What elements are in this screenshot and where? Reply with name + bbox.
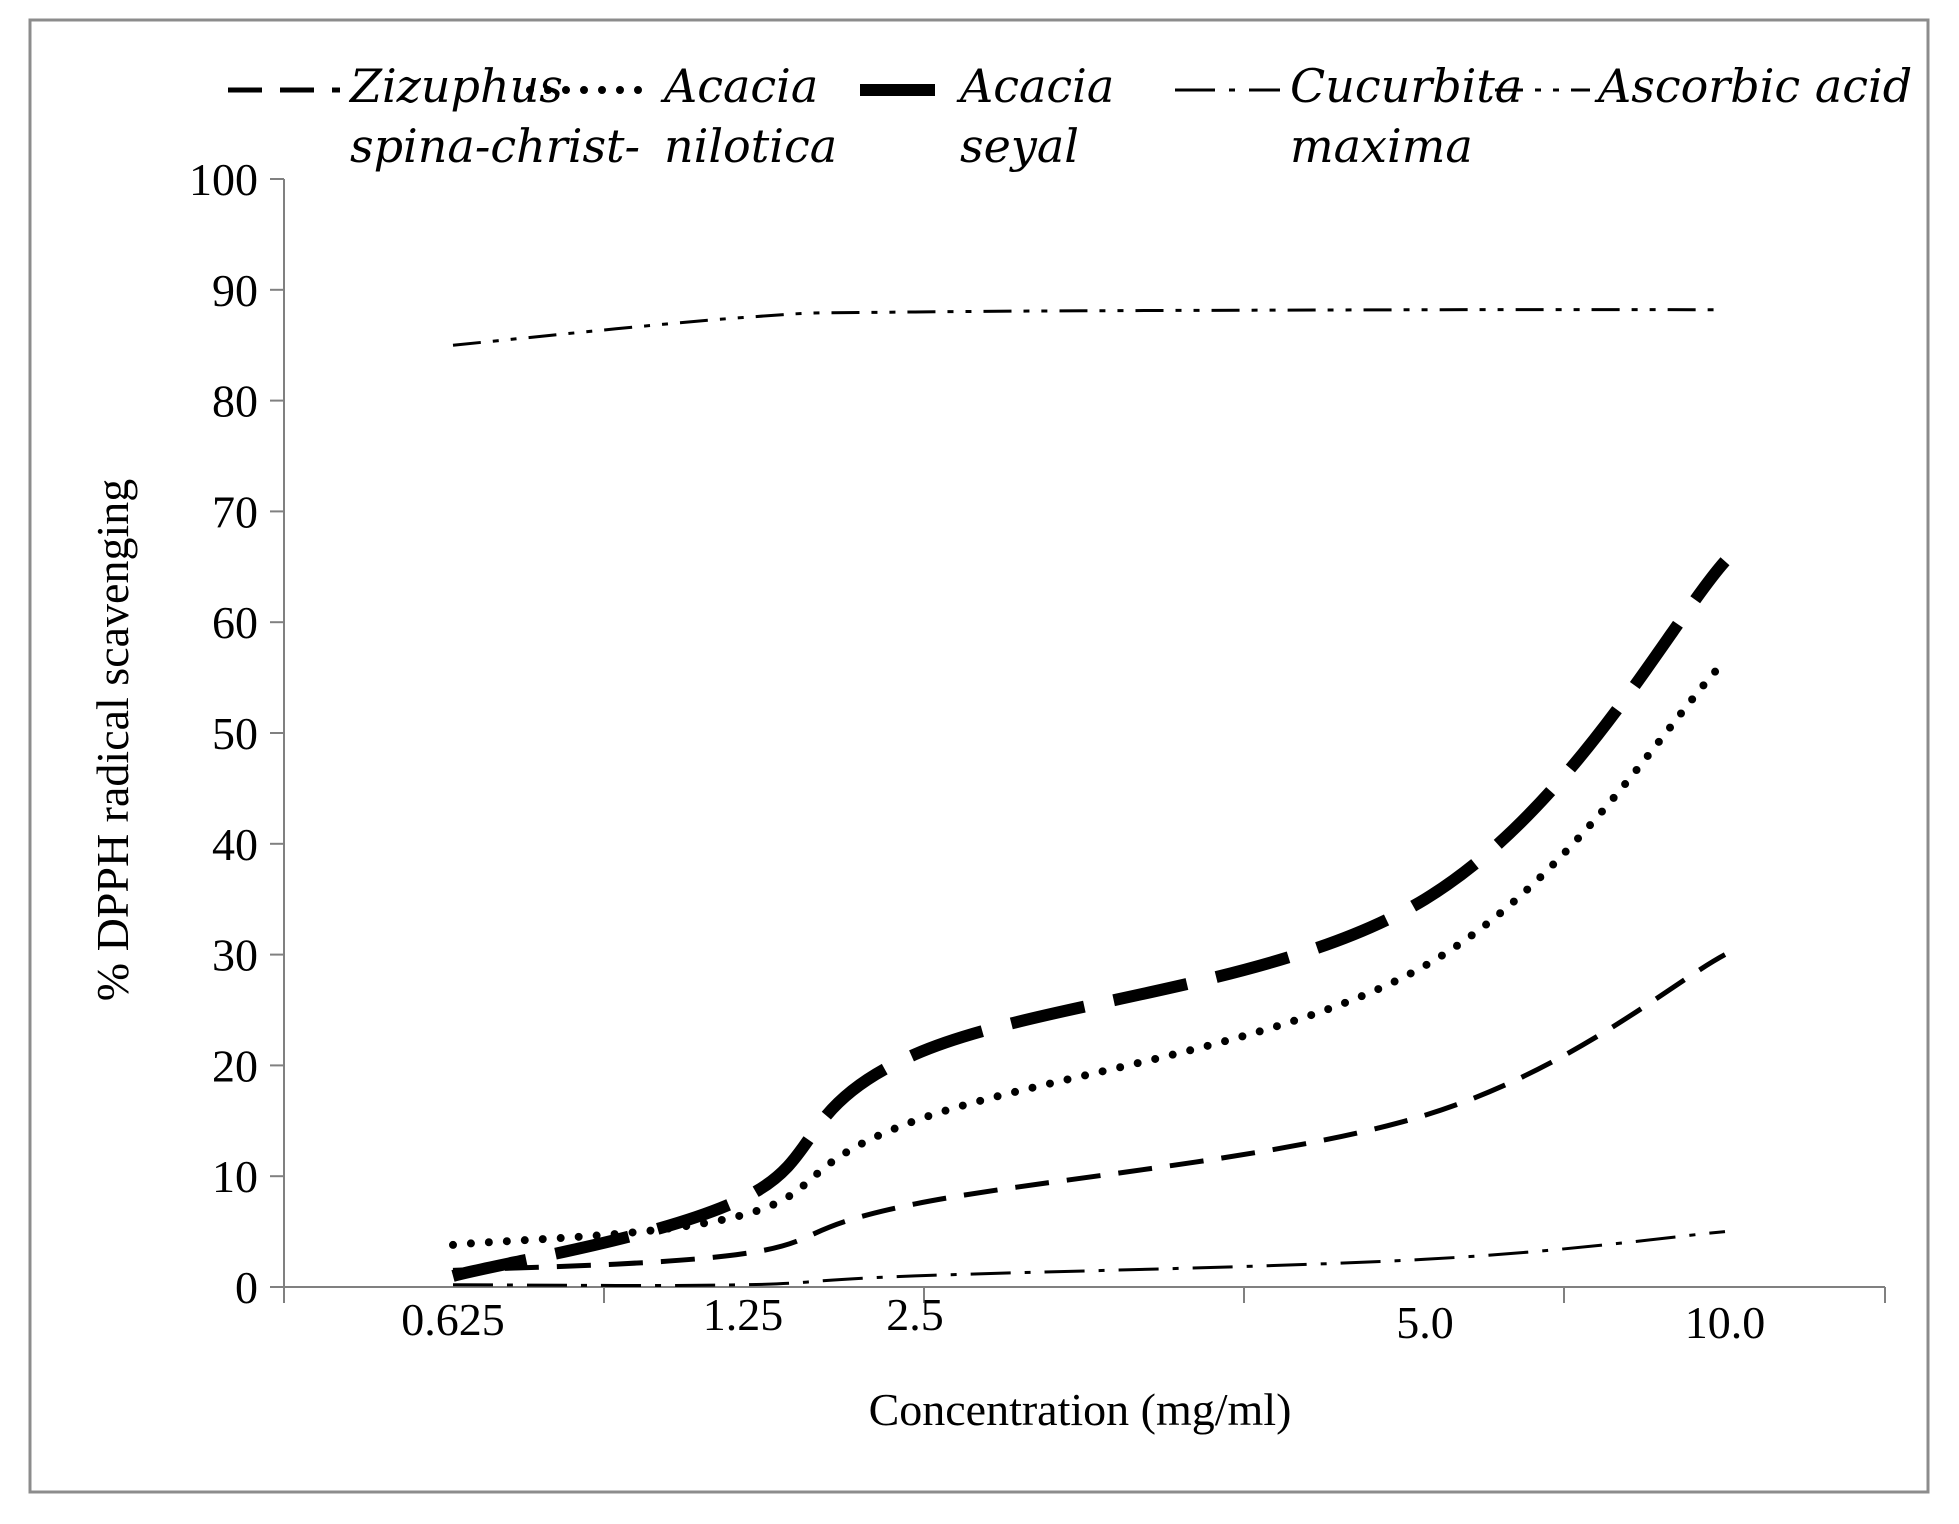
legend-item-acacia-seyal: Acacia seyal bbox=[860, 59, 1114, 173]
x-tick-label: 0.625 bbox=[401, 1294, 505, 1345]
series-lines bbox=[449, 308, 1730, 1287]
legend-label: spina-christ- bbox=[350, 119, 640, 173]
y-tick-label: 70 bbox=[212, 486, 258, 537]
plot-area: 0 10 20 30 40 50 60 70 80 90 100 0.625 1.25 2.5 5.0 10… bbox=[189, 154, 1886, 1348]
legend-label: nilotica bbox=[664, 119, 837, 173]
y-tick-label: 40 bbox=[212, 819, 258, 870]
legend-item-ascorbic-acid: Ascorbic acid bbox=[1495, 59, 1912, 113]
y-axis-title: % DPPH radical scavenging bbox=[87, 479, 138, 1002]
y-tick-label: 50 bbox=[212, 708, 258, 759]
series-line-acacia-nilotica bbox=[449, 656, 1729, 1249]
y-tick-label: 80 bbox=[212, 376, 258, 427]
y-tick-label: 60 bbox=[212, 597, 258, 648]
legend-item-zizuphus-spina-christ: Zizuphus spina-christ- bbox=[228, 59, 640, 173]
legend-label: Acacia bbox=[956, 59, 1114, 113]
x-axis-title: Concentration (mg/ml) bbox=[869, 1384, 1292, 1435]
y-axis-ticks: 0 10 20 30 40 50 60 70 80 90 100 bbox=[189, 154, 284, 1313]
y-tick-label: 0 bbox=[235, 1262, 258, 1313]
series-line-acacia-seyal bbox=[451, 557, 1730, 1282]
y-tick-label: 10 bbox=[212, 1151, 258, 1202]
series-line-cucurbita-maxima bbox=[452, 1230, 1726, 1287]
y-tick-label: 100 bbox=[189, 154, 258, 205]
x-tick-label: 5.0 bbox=[1396, 1297, 1454, 1348]
x-tick-label: 1.25 bbox=[703, 1289, 784, 1340]
figure-frame bbox=[28, 18, 1930, 1494]
y-tick-label: 20 bbox=[212, 1040, 258, 1091]
series-line-zizuphus-spina-christ bbox=[452, 952, 1727, 1273]
x-tick-label: 10.0 bbox=[1685, 1297, 1766, 1348]
legend-label: Zizuphus bbox=[348, 59, 563, 113]
series-line-ascorbic-acid bbox=[452, 308, 1726, 347]
legend-label: maxima bbox=[1290, 119, 1473, 173]
legend-item-cucurbita-maxima: Cucurbita maxima bbox=[1175, 59, 1522, 173]
legend: Zizuphusspina-christ-AcacianiloticaAcaci… bbox=[228, 59, 1912, 173]
legend-label: seyal bbox=[960, 119, 1079, 173]
x-tick-label: 2.5 bbox=[886, 1289, 944, 1340]
legend-item-acacia-nilotica: Acacia nilotica bbox=[526, 59, 837, 173]
legend-label: Cucurbita bbox=[1290, 59, 1522, 113]
y-tick-label: 90 bbox=[212, 265, 258, 316]
legend-label: Acacia bbox=[660, 59, 818, 113]
legend-label: Ascorbic acid bbox=[1594, 59, 1912, 113]
y-tick-label: 30 bbox=[212, 930, 258, 981]
x-axis-ticks: 0.625 1.25 2.5 5.0 10.0 bbox=[283, 1287, 1886, 1348]
